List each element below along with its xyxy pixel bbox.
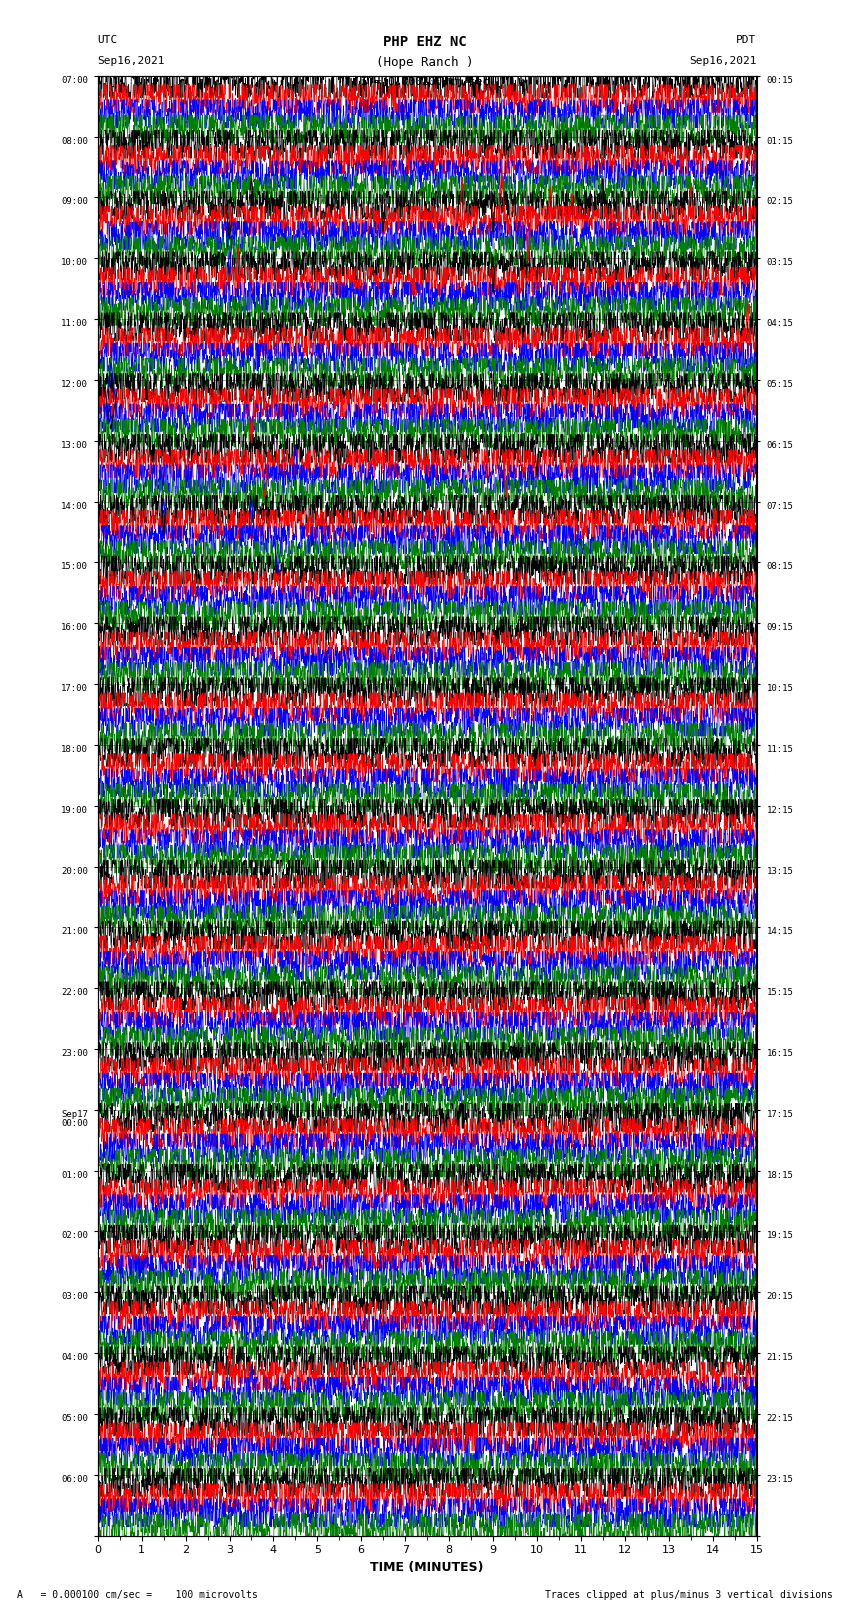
- Text: 10:00: 10:00: [61, 258, 88, 268]
- Text: 11:00: 11:00: [61, 319, 88, 327]
- Text: PDT: PDT: [736, 35, 756, 45]
- Text: 19:00: 19:00: [61, 806, 88, 815]
- Text: 21:15: 21:15: [767, 1353, 793, 1361]
- Text: 23:00: 23:00: [61, 1048, 88, 1058]
- Text: 22:00: 22:00: [61, 989, 88, 997]
- Text: 12:15: 12:15: [767, 806, 793, 815]
- Text: 05:15: 05:15: [767, 381, 793, 389]
- Text: A   = 0.000100 cm/sec =    100 microvolts: A = 0.000100 cm/sec = 100 microvolts: [17, 1590, 258, 1600]
- Text: 13:00: 13:00: [61, 440, 88, 450]
- Text: 22:15: 22:15: [767, 1415, 793, 1423]
- Text: 17:15: 17:15: [767, 1110, 793, 1119]
- Text: I = 0.000100 cm/sec: I = 0.000100 cm/sec: [361, 77, 489, 87]
- Text: 20:15: 20:15: [767, 1292, 793, 1302]
- Text: 15:00: 15:00: [61, 563, 88, 571]
- Text: 16:15: 16:15: [767, 1048, 793, 1058]
- Text: Sep17: Sep17: [61, 1110, 88, 1119]
- Text: 04:15: 04:15: [767, 319, 793, 327]
- Text: 00:15: 00:15: [767, 76, 793, 85]
- Text: 18:00: 18:00: [61, 745, 88, 753]
- Text: 12:00: 12:00: [61, 381, 88, 389]
- Text: 03:00: 03:00: [61, 1292, 88, 1302]
- Text: 01:15: 01:15: [767, 137, 793, 145]
- Text: 19:15: 19:15: [767, 1231, 793, 1240]
- Text: Sep16,2021: Sep16,2021: [98, 56, 165, 66]
- Text: 07:15: 07:15: [767, 502, 793, 511]
- Text: 03:15: 03:15: [767, 258, 793, 268]
- Text: 21:00: 21:00: [61, 927, 88, 936]
- Text: 04:00: 04:00: [61, 1353, 88, 1361]
- Text: 13:15: 13:15: [767, 866, 793, 876]
- Text: PHP EHZ NC: PHP EHZ NC: [383, 35, 467, 50]
- Text: 14:00: 14:00: [61, 502, 88, 511]
- Text: 17:00: 17:00: [61, 684, 88, 694]
- Text: (Hope Ranch ): (Hope Ranch ): [377, 56, 473, 69]
- Text: 09:00: 09:00: [61, 197, 88, 206]
- Text: 08:15: 08:15: [767, 563, 793, 571]
- Text: Sep16,2021: Sep16,2021: [689, 56, 756, 66]
- Text: 08:00: 08:00: [61, 137, 88, 145]
- Text: 14:15: 14:15: [767, 927, 793, 936]
- Text: 02:15: 02:15: [767, 197, 793, 206]
- Text: 05:00: 05:00: [61, 1415, 88, 1423]
- X-axis label: TIME (MINUTES): TIME (MINUTES): [371, 1561, 484, 1574]
- Text: 23:15: 23:15: [767, 1474, 793, 1484]
- Text: 15:15: 15:15: [767, 989, 793, 997]
- Text: 06:15: 06:15: [767, 440, 793, 450]
- Text: 10:15: 10:15: [767, 684, 793, 694]
- Text: 18:15: 18:15: [767, 1171, 793, 1179]
- Text: 20:00: 20:00: [61, 866, 88, 876]
- Text: 02:00: 02:00: [61, 1231, 88, 1240]
- Text: 01:00: 01:00: [61, 1171, 88, 1179]
- Text: 11:15: 11:15: [767, 745, 793, 753]
- Text: 16:00: 16:00: [61, 623, 88, 632]
- Text: 09:15: 09:15: [767, 623, 793, 632]
- Text: 00:00: 00:00: [61, 1119, 88, 1127]
- Text: UTC: UTC: [98, 35, 118, 45]
- Text: Traces clipped at plus/minus 3 vertical divisions: Traces clipped at plus/minus 3 vertical …: [545, 1590, 833, 1600]
- Text: 07:00: 07:00: [61, 76, 88, 85]
- Text: 06:00: 06:00: [61, 1474, 88, 1484]
